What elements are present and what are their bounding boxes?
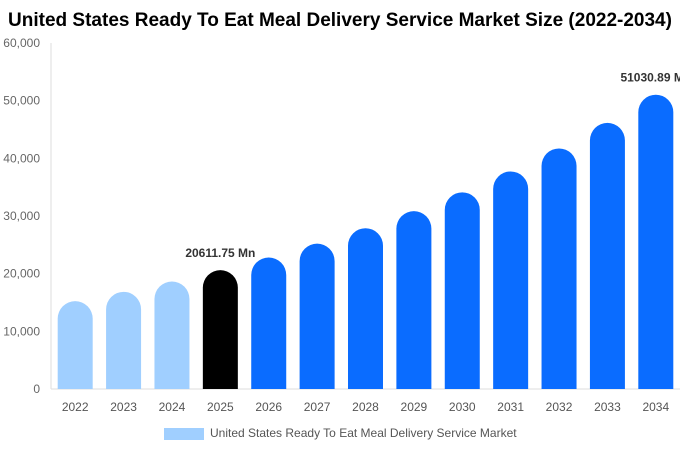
data-label: 51030.89 Mn — [620, 71, 680, 85]
y-tick-label: 10,000 — [3, 324, 40, 338]
x-tick-label: 2030 — [449, 400, 476, 414]
x-tick-label: 2031 — [497, 400, 524, 414]
bar-2025 — [202, 270, 238, 389]
data-label: 20611.75 Mn — [185, 246, 255, 260]
chart-title: United States Ready To Eat Meal Delivery… — [8, 10, 672, 31]
y-tick-label: 20,000 — [3, 267, 40, 281]
x-tick-label: 2033 — [594, 400, 621, 414]
x-tick-label: 2032 — [546, 400, 573, 414]
bar-2034 — [638, 94, 674, 390]
x-tick-label: 2026 — [255, 400, 282, 414]
x-tick-label: 2023 — [110, 400, 137, 414]
bar-2032 — [541, 148, 577, 389]
bar-2024 — [154, 281, 190, 389]
bar-2029 — [396, 211, 432, 389]
y-tick-label: 0 — [33, 382, 40, 396]
x-tick-label: 2029 — [401, 400, 428, 414]
x-tick-label: 2022 — [62, 400, 89, 414]
bar-2033 — [589, 122, 625, 389]
x-tick-label: 2028 — [352, 400, 379, 414]
bar-2026 — [251, 257, 287, 389]
y-tick-label: 30,000 — [3, 209, 40, 223]
y-tick-label: 60,000 — [3, 36, 40, 50]
y-tick-label: 40,000 — [3, 151, 40, 165]
legend-swatch — [164, 428, 204, 440]
x-tick-label: 2034 — [642, 400, 669, 414]
bar-2023 — [106, 291, 142, 389]
x-tick-label: 2025 — [207, 400, 234, 414]
bar-2031 — [493, 171, 529, 389]
bar-2022 — [57, 301, 93, 389]
bar-2028 — [348, 228, 383, 389]
bar-2030 — [444, 192, 480, 389]
bar-2027 — [299, 243, 335, 389]
y-tick-label: 50,000 — [3, 94, 40, 108]
x-tick-label: 2027 — [304, 400, 331, 414]
legend-label: United States Ready To Eat Meal Delivery… — [210, 426, 517, 440]
x-tick-label: 2024 — [159, 400, 186, 414]
